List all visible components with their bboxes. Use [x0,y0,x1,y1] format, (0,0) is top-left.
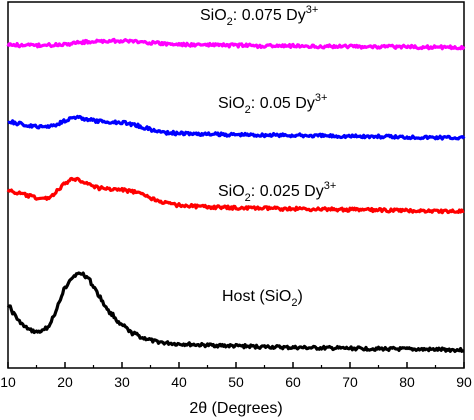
x-tick-label-5: 60 [285,374,301,390]
series-line-3 [6,37,466,51]
x-tick-label-3: 40 [171,374,187,390]
series-label-3: SiO2: 0.075 Dy3+ [200,4,318,28]
x-tick-label-1: 20 [57,374,73,390]
x-axis-label: 2θ (Degrees) [189,400,282,417]
series-line-1 [6,176,465,215]
x-tick-label-6: 70 [342,374,358,390]
series-line-0 [6,271,465,353]
series-labels-group: Host (SiO2) SiO2: 0.025 Dy3+ SiO2: 0.05 Dy… [200,4,336,309]
x-axis: 10 20 30 40 50 60 70 80 90 [0,362,472,390]
series-label-2: SiO2: 0.05 Dy3+ [218,92,327,116]
x-tick-label-0: 10 [0,374,16,390]
series-label-0: Host (SiO2) [222,288,303,309]
x-tick-label-8: 90 [456,374,472,390]
x-tick-label-7: 80 [399,374,415,390]
traces-group [6,37,466,353]
x-tick-label-2: 30 [114,374,130,390]
series-label-1: SiO2: 0.025 Dy3+ [218,180,336,204]
x-tick-label-4: 50 [228,374,244,390]
series-line-2 [7,114,466,141]
